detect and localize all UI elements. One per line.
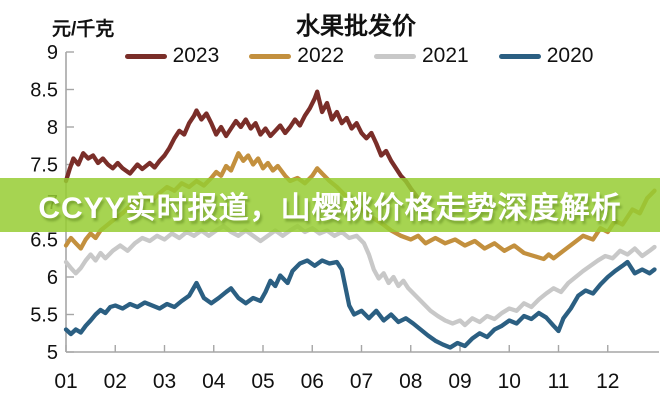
y-tick-label: 5.5 bbox=[30, 305, 58, 327]
series-line-2020 bbox=[63, 258, 657, 350]
y-tick-label: 6.5 bbox=[30, 230, 58, 252]
x-tick-label: 07 bbox=[350, 370, 373, 393]
news-ticker-banner: CCYY实时报道，山樱桃价格走势深度解析 bbox=[0, 178, 660, 232]
legend-swatch-2022 bbox=[249, 53, 292, 59]
legend-label-2023: 2023 bbox=[172, 44, 220, 67]
legend-item-2021: 2021 bbox=[374, 44, 469, 68]
y-axis-unit-label: 元/千克 bbox=[52, 19, 115, 40]
x-tick-label: 06 bbox=[301, 370, 324, 393]
legend-label-2020: 2020 bbox=[546, 44, 594, 67]
legend-swatch-2020 bbox=[498, 53, 541, 59]
x-tick-label: 01 bbox=[54, 370, 77, 393]
y-tick-label: 8.5 bbox=[30, 80, 58, 102]
x-tick-label: 09 bbox=[448, 370, 471, 393]
legend-swatch-2023 bbox=[124, 53, 167, 59]
x-tick-label: 03 bbox=[153, 370, 176, 393]
x-tick-label: 10 bbox=[498, 370, 521, 393]
x-tick-label: 02 bbox=[104, 370, 127, 393]
x-tick-label: 12 bbox=[596, 370, 619, 393]
legend-label-2021: 2021 bbox=[422, 44, 469, 67]
y-tick-label: 7.5 bbox=[30, 155, 58, 177]
legend-label-2022: 2022 bbox=[297, 44, 344, 67]
legend-item-2023: 2023 bbox=[124, 44, 220, 68]
x-tick-label: 05 bbox=[251, 370, 274, 393]
news-ticker-text: CCYY实时报道，山樱桃价格走势深度解析 bbox=[38, 192, 622, 225]
x-tick-label: 08 bbox=[399, 370, 422, 393]
y-tick-label: 5 bbox=[47, 342, 58, 364]
x-tick-label: 04 bbox=[202, 370, 226, 393]
series-line-2023 bbox=[63, 89, 428, 206]
legend-item-2020: 2020 bbox=[498, 44, 594, 68]
y-tick-label: 6 bbox=[47, 267, 58, 289]
series-line-2021 bbox=[63, 223, 657, 328]
y-tick-label: 8 bbox=[47, 117, 58, 139]
chart-title: 水果批发价 bbox=[296, 13, 416, 40]
legend-item-2022: 2022 bbox=[249, 44, 344, 68]
chart-legend: 2023 2022 2021 2020 bbox=[58, 44, 660, 68]
legend-swatch-2021 bbox=[374, 53, 416, 59]
y-tick-label: 9 bbox=[47, 42, 58, 64]
x-tick-label: 11 bbox=[548, 370, 570, 393]
